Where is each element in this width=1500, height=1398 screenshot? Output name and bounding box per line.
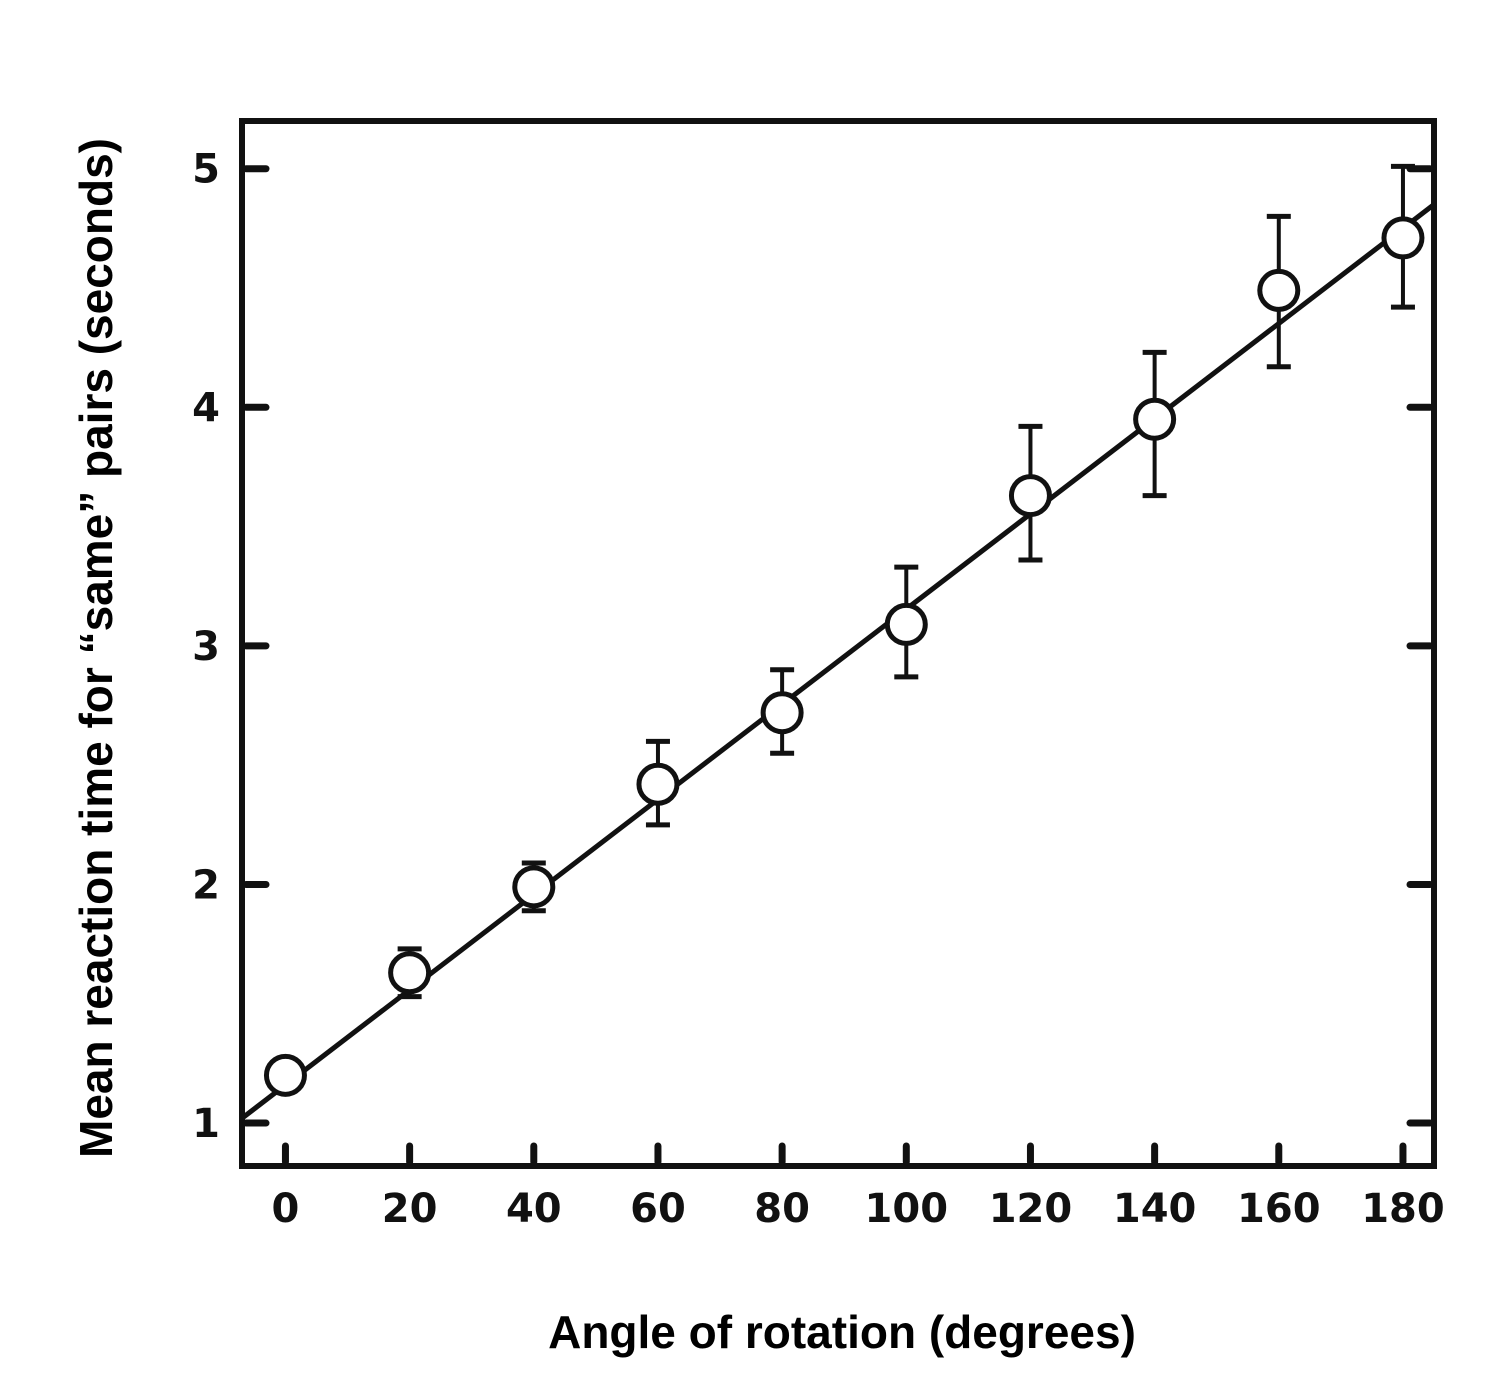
data-point	[512, 865, 556, 909]
regression-line	[240, 202, 1436, 1121]
x-tick-label: 80	[754, 1186, 810, 1232]
y-tick-label: 1	[192, 1101, 220, 1147]
x-tick-label: 180	[1361, 1186, 1445, 1232]
y-tick-label: 3	[192, 624, 220, 670]
y-tick-label: 4	[192, 385, 220, 431]
x-tick-label: 100	[865, 1186, 949, 1232]
x-tick-label: 140	[1113, 1186, 1197, 1232]
plot-frame-group	[239, 118, 1437, 1169]
data-point	[1008, 474, 1052, 518]
plot-frame	[239, 118, 1437, 1169]
x-tick-label: 0	[272, 1186, 300, 1232]
x-tick-label: 20	[382, 1186, 438, 1232]
x-tick-label: 60	[630, 1186, 686, 1232]
data-point	[388, 951, 432, 995]
ticks	[242, 165, 1434, 1166]
data-point	[1133, 397, 1177, 441]
y-tick-label: 2	[192, 862, 220, 908]
data-markers	[263, 216, 1425, 1097]
data-point	[263, 1053, 307, 1097]
y-tick-label: 5	[192, 147, 220, 193]
x-tick-label: 160	[1237, 1186, 1321, 1232]
data-point	[1381, 216, 1425, 260]
y-axis-title: Mean reaction time for “same” pairs (sec…	[70, 138, 122, 1158]
x-tick-label: 120	[989, 1186, 1073, 1232]
data-point	[884, 602, 928, 646]
data-point	[760, 691, 804, 735]
data-point	[1257, 268, 1301, 312]
x-tick-label: 40	[506, 1186, 562, 1232]
tick-labels: 0 20 40 60 80 100 120 140 160 180 1 2 3 4 5	[192, 147, 1445, 1232]
fit-line-group	[240, 202, 1436, 1121]
x-axis-title: Angle of rotation (degrees)	[548, 1306, 1136, 1358]
data-point	[636, 762, 680, 806]
